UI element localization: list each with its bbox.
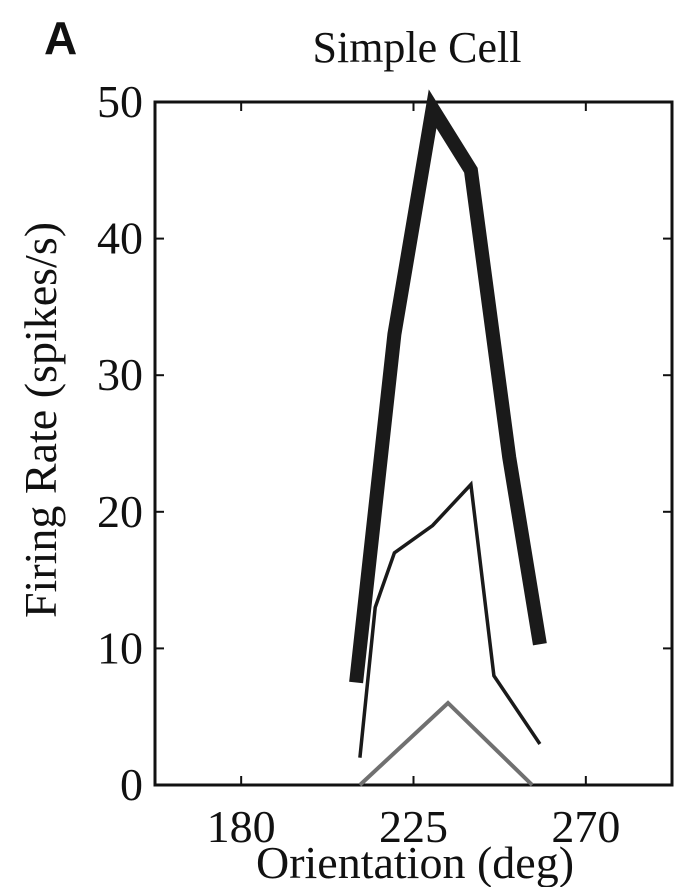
series-line-1 [349, 89, 547, 684]
y-tick-label: 50 [97, 76, 143, 127]
y-tick-label: 40 [97, 213, 143, 264]
series-line-2 [358, 480, 542, 758]
series-line-3 [358, 700, 534, 787]
y-tick-label: 20 [97, 486, 143, 537]
x-tick-label: 180 [207, 801, 276, 852]
y-axis-label: Firing Rate (spikes/s) [15, 222, 66, 618]
x-tick-label: 225 [379, 801, 448, 852]
plot-area: 0 10 20 30 40 50 180 225 270 [97, 76, 674, 852]
y-tick-label: 0 [120, 759, 143, 810]
y-tick-label: 30 [97, 349, 143, 400]
x-axis-label: Orientation (deg) [256, 837, 574, 887]
panel-label: A [44, 12, 77, 64]
x-tick-label: 270 [551, 801, 620, 852]
chart-title: Simple Cell [313, 23, 522, 72]
y-tick-label: 10 [97, 622, 143, 673]
